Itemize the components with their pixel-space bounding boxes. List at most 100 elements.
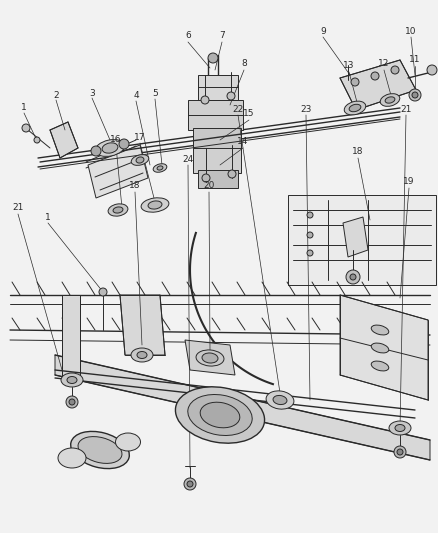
Bar	[188, 100, 243, 130]
Ellipse shape	[131, 348, 153, 362]
Text: 22: 22	[233, 104, 244, 114]
Text: 20: 20	[203, 182, 215, 190]
Bar	[193, 148, 241, 173]
Circle shape	[99, 288, 107, 296]
Ellipse shape	[380, 94, 400, 107]
Polygon shape	[343, 217, 368, 257]
Ellipse shape	[157, 166, 163, 170]
Circle shape	[409, 89, 421, 101]
Circle shape	[346, 270, 360, 284]
Circle shape	[208, 53, 218, 63]
Circle shape	[307, 232, 313, 238]
Circle shape	[202, 174, 210, 182]
Circle shape	[184, 478, 196, 490]
Text: 8: 8	[241, 60, 247, 69]
Ellipse shape	[61, 373, 83, 387]
Ellipse shape	[71, 431, 129, 469]
Circle shape	[351, 78, 359, 86]
Text: 5: 5	[152, 88, 158, 98]
Bar	[193, 128, 241, 150]
Text: 18: 18	[352, 148, 364, 157]
Text: 12: 12	[378, 60, 390, 69]
Ellipse shape	[136, 157, 144, 163]
Circle shape	[350, 274, 356, 280]
Circle shape	[394, 446, 406, 458]
Text: 6: 6	[185, 31, 191, 41]
Text: 17: 17	[134, 133, 146, 141]
Ellipse shape	[196, 350, 224, 366]
Ellipse shape	[202, 353, 218, 363]
Text: 2: 2	[53, 91, 59, 100]
Circle shape	[307, 250, 313, 256]
Ellipse shape	[349, 104, 361, 112]
Circle shape	[371, 72, 379, 80]
Ellipse shape	[113, 207, 123, 213]
Circle shape	[34, 137, 40, 143]
Polygon shape	[50, 122, 78, 158]
Circle shape	[187, 481, 193, 487]
Ellipse shape	[58, 448, 86, 468]
Circle shape	[91, 146, 101, 156]
Circle shape	[427, 65, 437, 75]
Ellipse shape	[176, 387, 265, 443]
Ellipse shape	[371, 325, 389, 335]
Polygon shape	[55, 355, 430, 460]
Text: 13: 13	[343, 61, 355, 70]
Ellipse shape	[371, 361, 389, 371]
Text: 7: 7	[219, 31, 225, 41]
Polygon shape	[185, 340, 235, 375]
Ellipse shape	[344, 101, 366, 115]
Polygon shape	[340, 295, 428, 400]
Polygon shape	[120, 295, 165, 355]
Ellipse shape	[148, 201, 162, 209]
Circle shape	[307, 212, 313, 218]
Bar	[198, 75, 238, 100]
Ellipse shape	[102, 143, 118, 153]
Text: 21: 21	[12, 204, 24, 213]
Circle shape	[227, 92, 235, 100]
Ellipse shape	[78, 437, 122, 463]
Circle shape	[201, 96, 209, 104]
Ellipse shape	[371, 343, 389, 353]
Ellipse shape	[67, 376, 77, 384]
Text: 15: 15	[243, 109, 255, 118]
Ellipse shape	[137, 351, 147, 359]
Polygon shape	[62, 295, 80, 380]
Text: 23: 23	[300, 104, 312, 114]
Ellipse shape	[385, 97, 395, 103]
Ellipse shape	[153, 164, 167, 172]
Text: 3: 3	[89, 88, 95, 98]
Circle shape	[69, 399, 75, 405]
Circle shape	[66, 396, 78, 408]
Circle shape	[119, 139, 129, 149]
Ellipse shape	[131, 155, 149, 165]
Circle shape	[391, 66, 399, 74]
Polygon shape	[340, 60, 416, 110]
Text: 1: 1	[45, 213, 51, 222]
Text: 4: 4	[133, 91, 139, 100]
Text: 21: 21	[400, 104, 412, 114]
Text: 9: 9	[320, 27, 326, 36]
Ellipse shape	[116, 433, 141, 451]
Bar	[288, 195, 436, 285]
Text: 1: 1	[21, 103, 27, 112]
Text: 24: 24	[182, 155, 194, 164]
Polygon shape	[88, 145, 148, 198]
Circle shape	[22, 124, 30, 132]
Text: 10: 10	[405, 27, 417, 36]
Text: 16: 16	[110, 135, 122, 144]
Ellipse shape	[108, 204, 128, 216]
Text: 11: 11	[409, 55, 421, 64]
Ellipse shape	[273, 395, 287, 405]
Text: 19: 19	[403, 177, 415, 187]
Ellipse shape	[389, 421, 411, 435]
Ellipse shape	[266, 391, 294, 409]
Circle shape	[228, 170, 236, 178]
Ellipse shape	[188, 394, 252, 435]
Text: 18: 18	[129, 182, 141, 190]
Ellipse shape	[95, 140, 125, 156]
Text: 14: 14	[237, 138, 249, 147]
Circle shape	[397, 449, 403, 455]
Ellipse shape	[395, 424, 405, 432]
Ellipse shape	[200, 402, 240, 428]
